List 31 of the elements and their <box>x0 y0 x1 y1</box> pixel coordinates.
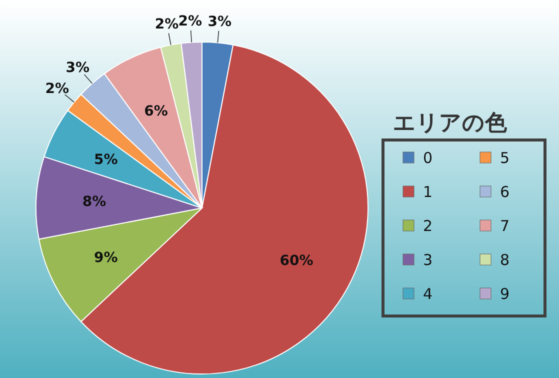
data-label: 2% <box>178 13 202 30</box>
legend-label: 8 <box>500 251 510 269</box>
data-label: 6% <box>144 103 168 120</box>
legend-item: 7 <box>480 217 510 235</box>
data-label: 3% <box>66 60 90 76</box>
data-label: 9% <box>94 250 118 266</box>
legend-item: 3 <box>402 251 433 269</box>
legend-item: 6 <box>480 183 510 201</box>
legend-label: 3 <box>423 251 433 269</box>
data-label: 3% <box>208 14 232 30</box>
legend-label: 6 <box>500 183 510 201</box>
legend-item: 4 <box>402 285 433 303</box>
legend-item: 1 <box>402 183 433 201</box>
legend-item: 8 <box>480 251 510 269</box>
legend-label: 2 <box>423 217 433 235</box>
legend-item: 5 <box>480 149 510 167</box>
legend-label: 7 <box>500 217 510 235</box>
data-label: 2% <box>45 81 70 98</box>
legend-item: 2 <box>402 217 433 235</box>
legend-title: エリアの色 <box>393 111 508 136</box>
slice-label: 1 <box>423 183 433 201</box>
legend-item: 0 <box>402 149 433 167</box>
legend-label: 0 <box>423 149 433 167</box>
legend-item: 9 <box>480 285 510 303</box>
data-label: 60% <box>280 252 314 269</box>
data-label: 8% <box>82 194 106 210</box>
data-label: 5% <box>94 152 118 168</box>
legend-label: 5 <box>500 149 510 167</box>
legend-label: 9 <box>500 285 510 303</box>
legend-label: 4 <box>423 285 433 303</box>
data-label: 2% <box>154 16 179 32</box>
